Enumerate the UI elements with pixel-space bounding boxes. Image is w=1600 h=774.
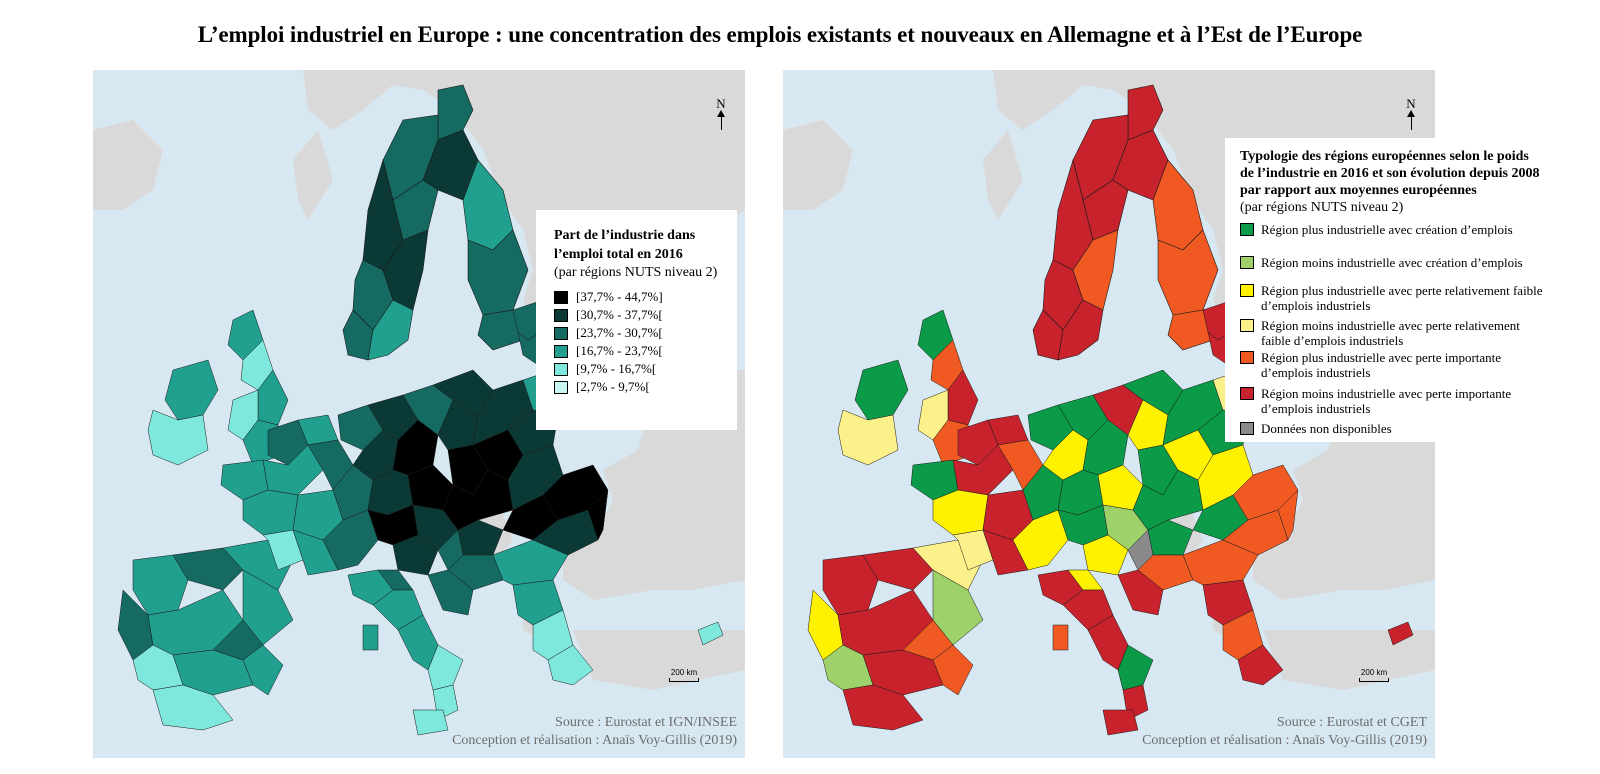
legend-category-3: Région plus industrielle avec perte rela… bbox=[1240, 283, 1570, 313]
legend-industry-share: Part de l’industrie dans l’emploi total … bbox=[536, 210, 737, 430]
legend-label-cont: faible d’emplois industriels bbox=[1261, 333, 1404, 348]
region-group-france bbox=[220, 414, 379, 576]
legend-title-line2: de l’industrie en 2016 et son évolution … bbox=[1240, 166, 1540, 181]
legend-swatch bbox=[554, 326, 568, 340]
source-text: Source : Eurostat et IGN/INSEE bbox=[555, 715, 737, 730]
legend-swatch bbox=[554, 290, 568, 304]
legend-category-5: Région plus industrielle avec perte impo… bbox=[1240, 350, 1570, 380]
map-credits: Source : Eurostat et IGN/INSEE Conceptio… bbox=[452, 714, 737, 750]
page-title: L’emploi industriel en Europe : une conc… bbox=[197, 22, 1363, 47]
legend-label: Région plus industrielle avec création d… bbox=[1261, 222, 1513, 237]
legend-swatch bbox=[1240, 256, 1254, 269]
legend-label: Région plus industrielle avec perte rela… bbox=[1261, 283, 1543, 298]
region-group-iberia bbox=[117, 539, 294, 731]
legend-label: [2,7% - 9,7%[ bbox=[576, 379, 650, 394]
map-credits: Source : Eurostat et CGET Conception et … bbox=[1142, 714, 1427, 750]
scale-line bbox=[669, 678, 699, 682]
legend-swatch bbox=[1240, 387, 1254, 400]
legend-swatch bbox=[1240, 284, 1254, 297]
region-group-british-isles bbox=[837, 309, 979, 466]
credit-text: Conception et réalisation : Anaïs Voy-Gi… bbox=[1142, 733, 1427, 748]
legend-swatch bbox=[554, 308, 568, 322]
credit-text: Conception et réalisation : Anaïs Voy-Gi… bbox=[452, 733, 737, 748]
north-arrow: N bbox=[711, 96, 731, 130]
north-arrow: N bbox=[1401, 96, 1421, 130]
north-arrow-icon bbox=[716, 110, 725, 130]
legend-subtitle: (par régions NUTS niveau 2) bbox=[554, 265, 718, 280]
legend-category-6: Région moins industrielle avec perte imp… bbox=[1240, 386, 1570, 416]
north-label: N bbox=[716, 96, 726, 111]
legend-label: [16,7% - 23,7%[ bbox=[576, 343, 663, 358]
legend-class-6: [2,7% - 9,7%[ bbox=[554, 378, 727, 396]
legend-label: Données non disponibles bbox=[1261, 421, 1392, 436]
scale-label: 200 km bbox=[670, 668, 698, 677]
legend-swatch bbox=[1240, 351, 1254, 364]
region-group-france bbox=[910, 414, 1069, 576]
legend-swatch bbox=[554, 380, 568, 394]
region-group-south bbox=[347, 539, 724, 736]
legend-label-cont: d’emplois industriels bbox=[1261, 298, 1371, 313]
legend-label-cont: d’emplois industriels bbox=[1261, 365, 1371, 380]
legend-class-4: [16,7% - 23,7%[ bbox=[554, 342, 727, 360]
region-group-scandinavia bbox=[342, 84, 529, 361]
legend-label: [30,7% - 37,7%[ bbox=[576, 307, 663, 322]
legend-class-1: [37,7% - 44,7%] bbox=[554, 288, 727, 306]
source-text: Source : Eurostat et CGET bbox=[1276, 715, 1427, 730]
legend-title-line3: par rapport aux moyennes européennes bbox=[1240, 183, 1477, 198]
legend-label-cont: d’emplois industriels bbox=[1261, 401, 1371, 416]
legend-label: [23,7% - 30,7%[ bbox=[576, 325, 663, 340]
legend-swatch bbox=[554, 362, 568, 376]
legend-swatch bbox=[1240, 223, 1254, 236]
scale-label: 200 km bbox=[1360, 668, 1388, 677]
region-group-south bbox=[1037, 539, 1414, 736]
north-label: N bbox=[1406, 96, 1416, 111]
legend-class-2: [30,7% - 37,7%[ bbox=[554, 306, 727, 324]
legend-label: Région moins industrielle avec création … bbox=[1261, 255, 1523, 270]
legend-label: [9,7% - 16,7%[ bbox=[576, 361, 657, 376]
legend-title-line2: l’emploi total en 2016 bbox=[554, 247, 683, 262]
legend-title-line1: Part de l’industrie dans bbox=[554, 228, 696, 243]
legend-category-1: Région plus industrielle avec création d… bbox=[1240, 222, 1570, 237]
legend-class-5: [9,7% - 16,7%[ bbox=[554, 360, 727, 378]
legend-category-7: Données non disponibles bbox=[1240, 421, 1570, 436]
legend-swatch bbox=[1240, 319, 1254, 332]
map-panel-industry-share: N 200 km Part de l’industrie dans l’empl… bbox=[93, 70, 745, 758]
legend-swatch bbox=[1240, 422, 1254, 435]
legend-class-3: [23,7% - 30,7%[ bbox=[554, 324, 727, 342]
legend-subtitle: (par régions NUTS niveau 2) bbox=[1240, 200, 1404, 215]
legend-label: Région moins industrielle avec perte imp… bbox=[1261, 386, 1512, 401]
legend-category-4: Région moins industrielle avec perte rel… bbox=[1240, 318, 1570, 348]
scale-line bbox=[1359, 678, 1389, 682]
region-group-scandinavia bbox=[1032, 84, 1219, 361]
legend-title-line1: Typologie des régions européennes selon … bbox=[1240, 149, 1529, 164]
legend-label: [37,7% - 44,7%] bbox=[576, 289, 663, 304]
scale-bar: 200 km bbox=[669, 668, 699, 682]
north-arrow-icon bbox=[1406, 110, 1415, 130]
scale-bar: 200 km bbox=[1359, 668, 1389, 682]
region-group-british-isles bbox=[147, 309, 289, 466]
legend-category-2: Région moins industrielle avec création … bbox=[1240, 255, 1570, 270]
legend-industry-typology: Typologie des régions européennes selon … bbox=[1225, 138, 1565, 442]
legend-label: Région plus industrielle avec perte impo… bbox=[1261, 350, 1502, 365]
region-group-iberia bbox=[807, 539, 984, 731]
legend-label: Région moins industrielle avec perte rel… bbox=[1261, 318, 1520, 333]
legend-swatch bbox=[554, 344, 568, 358]
